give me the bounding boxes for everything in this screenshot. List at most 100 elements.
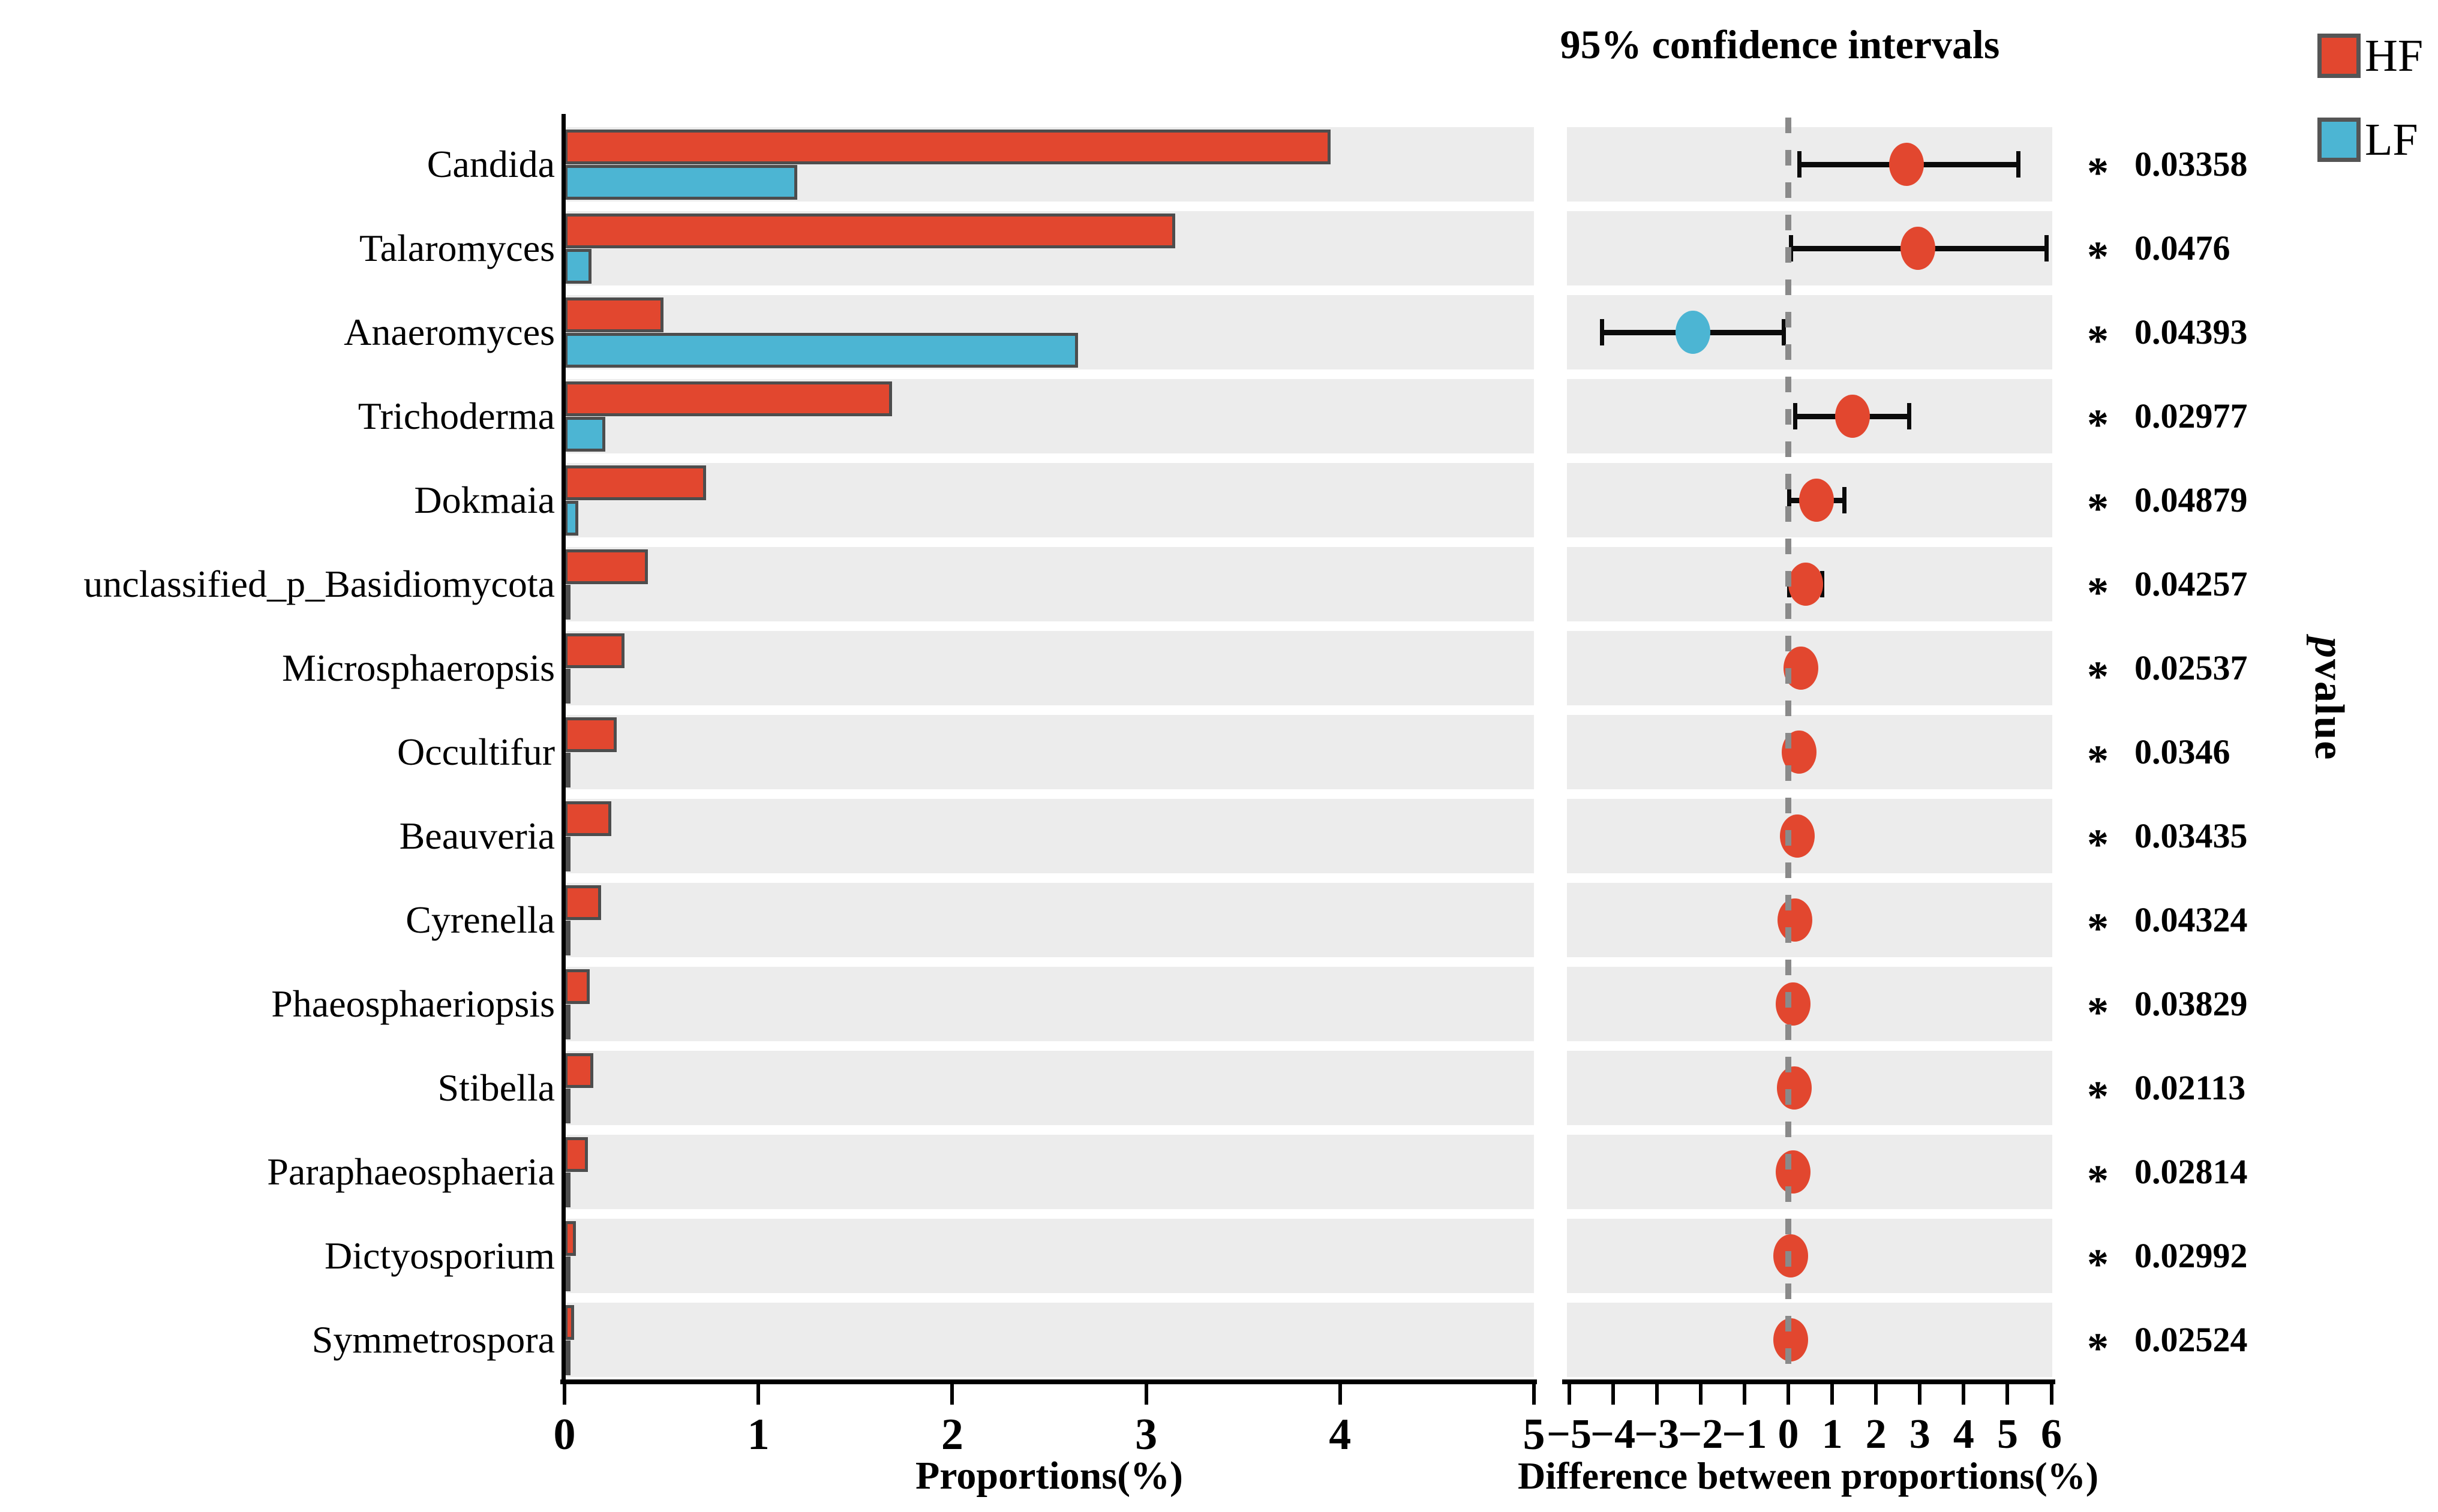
category-label: Dictyosporium <box>325 1234 555 1277</box>
significance-star: * <box>2087 737 2109 784</box>
ci-dot <box>1676 311 1711 354</box>
category-label: Anaeromyces <box>344 311 555 353</box>
significance-star: * <box>2087 653 2109 701</box>
ci-dot <box>1835 395 1870 438</box>
x-tick-label: −2 <box>1678 1411 1724 1457</box>
y-axis-left <box>562 114 566 1384</box>
x-tick-label: −1 <box>1722 1411 1767 1457</box>
lf-bar <box>565 669 571 704</box>
significance-star: * <box>2087 1324 2109 1372</box>
x-tick-label: 0 <box>553 1410 576 1459</box>
legend-label-hf: HF <box>2365 31 2424 81</box>
zero-dashed-line <box>1785 118 1791 1379</box>
legend-swatch-hf <box>2317 34 2361 78</box>
lf-bar <box>565 585 571 620</box>
p-value: 0.02537 <box>2134 648 2248 687</box>
x-tick-label: 4 <box>1953 1411 1974 1457</box>
category-label: Microsphaeropsis <box>281 647 555 689</box>
significance-star: * <box>2087 485 2109 533</box>
ci-dot <box>1776 982 1811 1026</box>
hf-bar <box>565 1053 594 1088</box>
p-value: 0.04257 <box>2134 564 2248 603</box>
ci-cap-right <box>1907 403 1912 429</box>
p-value: 0.0476 <box>2134 229 2230 267</box>
row-band-left <box>566 631 1534 705</box>
category-label: Symmetrospora <box>311 1318 555 1361</box>
p-value: 0.04324 <box>2134 900 2248 939</box>
ci-dot <box>1777 898 1812 942</box>
significance-star: * <box>2087 1156 2109 1204</box>
lf-bar <box>565 1173 571 1207</box>
ci-dot <box>1900 227 1935 270</box>
hf-bar <box>565 297 663 332</box>
category-label: Trichoderma <box>358 395 555 437</box>
p-value: 0.02992 <box>2134 1236 2248 1275</box>
x-tick-label: 0 <box>1778 1411 1799 1457</box>
x-tick-label: −3 <box>1634 1411 1680 1457</box>
right-panel-title: 95% confidence intervals <box>1560 22 2000 67</box>
x-tick-label: 2 <box>941 1410 963 1459</box>
lf-bar <box>565 921 571 955</box>
lf-bar <box>565 1089 571 1123</box>
x-tick <box>1874 1384 1878 1405</box>
x-axis-right <box>1562 1379 2055 1384</box>
p-value: 0.04879 <box>2134 480 2248 519</box>
p-value: 0.04393 <box>2134 312 2248 351</box>
hf-bar <box>565 969 590 1004</box>
p-value: 0.03358 <box>2134 145 2248 184</box>
x-axis-left <box>560 1379 1537 1384</box>
p-value: 0.02814 <box>2134 1152 2248 1191</box>
ci-dot <box>1788 563 1824 606</box>
category-label: unclassified_p_Basidiomycota <box>83 563 555 605</box>
lf-bar <box>565 333 1079 368</box>
hf-bar <box>565 801 611 836</box>
x-tick <box>2005 1384 2010 1405</box>
hf-bar <box>565 214 1176 248</box>
category-label: Phaeosphaeriopsis <box>271 982 555 1025</box>
x-tick <box>1698 1384 1703 1405</box>
hf-bar <box>565 1137 588 1172</box>
x-tick <box>756 1384 761 1405</box>
ci-cap-right <box>2044 235 2049 261</box>
lf-bar <box>565 165 797 200</box>
x-tick-label: 3 <box>1909 1411 1930 1457</box>
x-tick <box>1567 1384 1571 1405</box>
row-band-left <box>566 799 1534 873</box>
significance-star: * <box>2087 1240 2109 1288</box>
ci-cap-right <box>2016 151 2020 178</box>
x-tick <box>1655 1384 1659 1405</box>
hf-bar <box>565 130 1331 164</box>
hf-bar <box>565 381 893 416</box>
p-value: 0.03435 <box>2134 816 2248 855</box>
ci-cap-left <box>1793 403 1797 429</box>
pvalue-axis-label-value: value <box>2306 659 2352 761</box>
x-tick-label: 3 <box>1135 1410 1158 1459</box>
row-band-left <box>566 1219 1534 1293</box>
row-band-right <box>1567 1219 2052 1293</box>
significance-star: * <box>2087 233 2109 281</box>
significance-star: * <box>2087 149 2109 197</box>
row-band-right <box>1567 1303 2052 1377</box>
significance-star: * <box>2087 401 2109 449</box>
row-band-left <box>566 967 1534 1041</box>
hf-bar <box>565 885 602 920</box>
x-tick <box>1532 1384 1536 1405</box>
x-axis-left-title: Proportions(%) <box>915 1454 1184 1498</box>
x-tick-label: 2 <box>1865 1411 1887 1457</box>
significance-star: * <box>2087 904 2109 952</box>
ci-cap-left <box>1600 319 1605 345</box>
significance-star: * <box>2087 317 2109 365</box>
x-tick-label: −4 <box>1590 1411 1636 1457</box>
row-band-left <box>566 463 1534 537</box>
significance-star: * <box>2087 569 2109 617</box>
hf-bar <box>565 633 625 668</box>
x-tick-label: 6 <box>2041 1411 2062 1457</box>
x-tick <box>1338 1384 1342 1405</box>
ci-dot <box>1776 1066 1812 1110</box>
p-value: 0.02977 <box>2134 396 2248 435</box>
x-tick <box>1918 1384 1922 1405</box>
hf-bar <box>565 717 617 752</box>
p-value: 0.03829 <box>2134 984 2248 1023</box>
ci-dot <box>1799 479 1834 522</box>
